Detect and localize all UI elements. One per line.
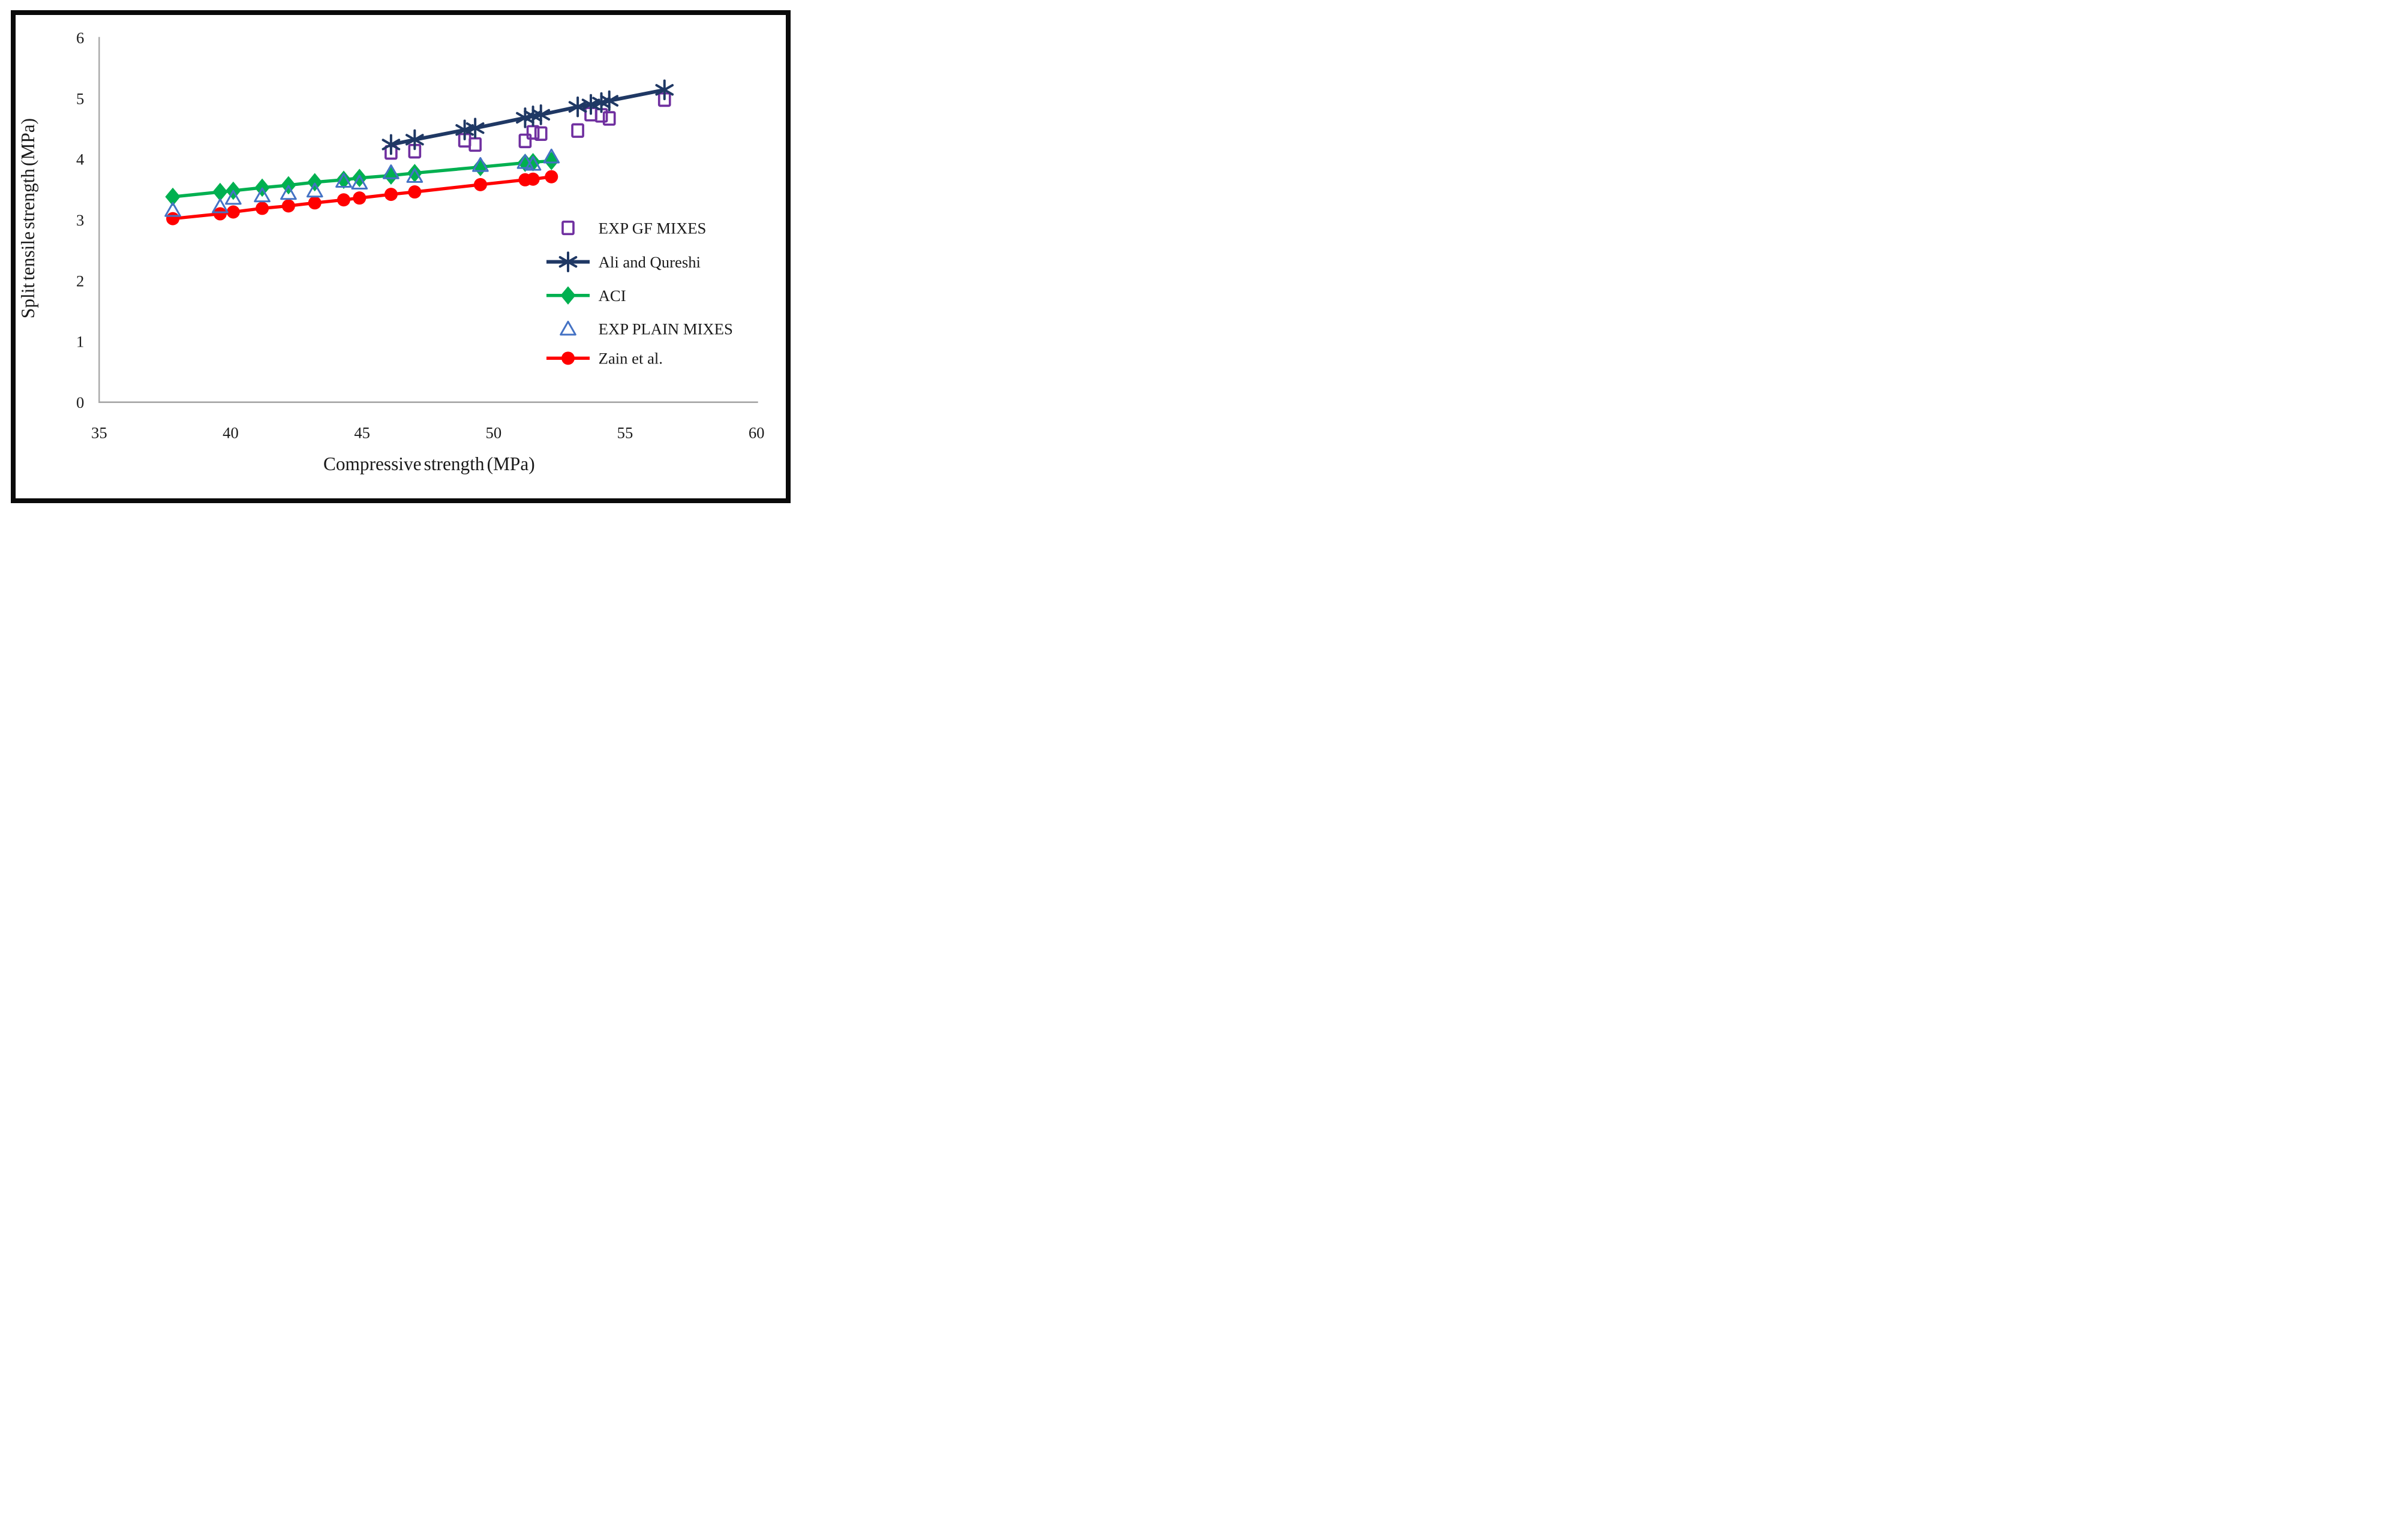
ali-and-qureshi-asterisk-marker	[581, 94, 600, 115]
legend-item-aci: ACI	[546, 286, 626, 305]
legend-item-ali-and-qureshi: Ali and Qureshi	[546, 251, 701, 272]
exp-gf-mixes-open-square-marker	[602, 111, 616, 126]
exp-plain-mixes-open-triangle-marker	[543, 148, 560, 164]
series-exp-plain-mixes	[164, 148, 560, 217]
exp-plain-mixes-open-triangle-marker	[225, 190, 242, 205]
exp-gf-mixes-open-square-marker	[518, 133, 532, 149]
x-tick-label-35: 35	[91, 424, 107, 442]
series-ali-and-qureshi	[382, 79, 674, 155]
ali-and-qureshi-asterisk-marker	[455, 119, 474, 141]
legend-item-exp-plain-mixes: EXP PLAIN MIXES	[560, 320, 733, 338]
x-axis-title: Compressive strength (MPa)	[323, 453, 535, 474]
legend-label-exp-gf-mixes: EXP GF MIXES	[599, 219, 707, 237]
exp-plain-mixes-open-triangle-marker	[212, 198, 229, 213]
exp-plain-mixes-open-triangle-marker	[516, 154, 534, 169]
y-tick-label-2: 2	[76, 272, 84, 290]
zain-et-al-circle-marker	[213, 207, 227, 221]
zain-et-al-legend-glyph	[561, 351, 575, 365]
ali-and-qureshi-asterisk-marker	[382, 134, 401, 155]
exp-plain-mixes-open-triangle-marker	[351, 175, 368, 190]
zain-et-al-circle-marker	[166, 212, 180, 225]
x-tick-label-40: 40	[223, 424, 239, 442]
ali-and-qureshi-asterisk-marker	[600, 90, 619, 112]
y-axis-title: Split tensile strength (MPa)	[17, 118, 38, 318]
exp-gf-mixes-legend-marker	[561, 220, 575, 236]
exp-plain-mixes-open-triangle-marker	[254, 187, 271, 203]
exp-gf-mixes-legend-glyph	[561, 220, 575, 236]
zain-et-al-circle-marker	[308, 196, 322, 210]
ali-and-qureshi-asterisk-marker	[405, 129, 424, 151]
x-tick-label-45: 45	[354, 424, 370, 442]
zain-et-al-circle-marker	[408, 185, 422, 199]
y-tick-label-0: 0	[76, 393, 84, 411]
exp-gf-mixes-open-square-marker	[468, 137, 482, 152]
aci-diamond-marker	[336, 170, 352, 190]
zain-et-al-circle-marker	[226, 205, 240, 219]
zain-et-al-circle-marker	[526, 172, 540, 186]
exp-gf-mixes-open-square-marker	[571, 123, 584, 138]
ali-and-qureshi-asterisk-marker	[655, 79, 674, 101]
y-tick-label-4: 4	[76, 151, 84, 169]
legend: EXP GF MIXES Ali and Qureshi ACI EXP PLA…	[546, 219, 733, 368]
legend-label-ali-and-qureshi: Ali and Qureshi	[599, 253, 701, 271]
ali-and-qureshi-asterisk-marker	[465, 118, 485, 139]
series-exp-gf-mixes	[385, 92, 671, 160]
legend-item-exp-gf-mixes: EXP GF MIXES	[561, 219, 707, 237]
exp-plain-mixes-open-triangle-marker	[164, 201, 181, 217]
zain-et-al-circle-marker	[384, 188, 398, 201]
aci-diamond-marker	[543, 152, 559, 170]
y-tick-label-5: 5	[76, 89, 84, 107]
exp-plain-mixes-open-triangle-marker	[524, 155, 542, 171]
zain-et-al-circle-marker	[337, 193, 350, 207]
aci-legend-glyph	[560, 286, 576, 305]
legend-label-zain-et-al: Zain et al.	[599, 350, 663, 368]
ali-and-qureshi-asterisk-marker	[531, 104, 551, 125]
y-tick-label-6: 6	[76, 29, 84, 47]
zain-et-al-circle-marker	[353, 191, 367, 205]
x-tick-label-60: 60	[749, 424, 765, 442]
exp-plain-mixes-open-triangle-marker	[472, 157, 489, 172]
exp-plain-mixes-open-triangle-marker	[280, 185, 297, 200]
ali-and-qureshi-legend-marker	[546, 251, 590, 272]
zain-et-al-circle-marker	[256, 201, 269, 215]
zain-et-al-circle-marker	[545, 170, 558, 184]
aci-diamond-marker	[165, 187, 181, 206]
zain-et-al-circle-marker	[281, 199, 295, 213]
exp-plain-mixes-legend-marker	[560, 320, 576, 336]
y-tick-label-1: 1	[76, 333, 84, 351]
aci-legend-marker	[546, 286, 590, 305]
exp-plain-mixes-open-triangle-marker	[383, 164, 400, 179]
x-tick-label-55: 55	[617, 424, 633, 442]
y-tick-label-3: 3	[76, 211, 84, 229]
x-tick-label-50: 50	[486, 424, 502, 442]
aci-diamond-marker	[212, 182, 228, 201]
exp-plain-mixes-legend-glyph	[560, 320, 576, 336]
legend-label-aci: ACI	[599, 287, 626, 305]
exp-gf-mixes-open-square-marker	[534, 126, 548, 141]
exp-plain-mixes-open-triangle-marker	[335, 173, 352, 188]
legend-label-exp-plain-mixes: EXP PLAIN MIXES	[599, 320, 733, 338]
ali-and-qureshi-legend-glyph	[558, 251, 578, 272]
exp-plain-mixes-open-triangle-marker	[306, 182, 323, 198]
zain-et-al-legend-marker	[546, 351, 590, 365]
legend-item-zain-et-al: Zain et al.	[546, 350, 663, 368]
series-zain-et-al	[166, 170, 558, 225]
aci-diamond-marker	[307, 173, 323, 192]
exp-plain-mixes-open-triangle-marker	[406, 168, 423, 183]
chart-page: 35 40 45 50 55 60 0 1 2 3 4 5 6 Compressive strength…	[0, 0, 801, 513]
zain-et-al-circle-marker	[473, 178, 487, 191]
